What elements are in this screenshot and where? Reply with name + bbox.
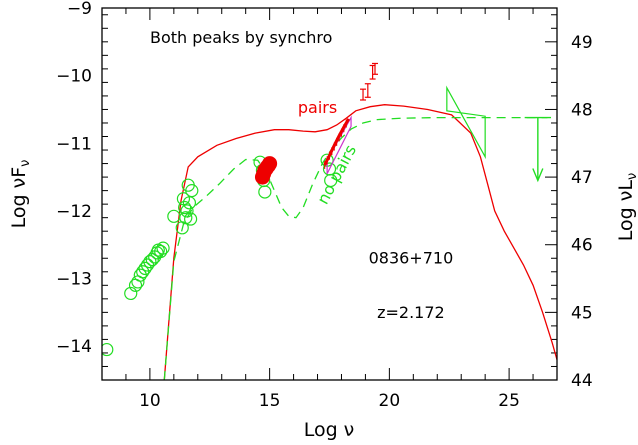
y-tick-label: −10 xyxy=(56,67,92,87)
y2-axis-label-sub: ν xyxy=(625,173,638,180)
radio-point xyxy=(138,261,152,275)
radio-point xyxy=(143,255,157,269)
x-tick-label: 15 xyxy=(259,391,281,411)
radio-point xyxy=(133,268,147,282)
series-label-no-pairs: no pairs xyxy=(313,142,360,208)
y-axis-label: Log νFν xyxy=(8,160,33,229)
radio-point xyxy=(156,241,170,255)
optical-open-point xyxy=(258,185,272,199)
radio-point xyxy=(136,265,150,279)
radio-point xyxy=(185,184,199,198)
data-points xyxy=(102,62,552,357)
series-label-pairs: pairs xyxy=(298,98,337,117)
radio-point xyxy=(154,244,168,259)
model-curves xyxy=(163,104,557,380)
x-axis-label: Log ν xyxy=(304,419,355,441)
redshift-label: z=2.172 xyxy=(377,303,445,322)
radio-point xyxy=(102,342,114,357)
radio-point xyxy=(179,211,193,225)
upper-limit-arrowhead xyxy=(532,168,544,183)
y2-axis-label-main: Log νL xyxy=(615,180,637,242)
y2-tick-label: 47 xyxy=(571,168,593,188)
radio-point xyxy=(180,204,194,218)
y2-tick-label: 48 xyxy=(571,100,593,120)
gamma-bowtie xyxy=(446,85,486,160)
chart-title: Both peaks by synchro xyxy=(150,28,332,47)
y2-axis-label: Log νLν xyxy=(615,173,638,241)
optical-open-point xyxy=(324,173,338,188)
y-axis-label-main: Log νF xyxy=(8,167,30,229)
y-tick-label: −12 xyxy=(56,202,92,222)
y2-tick-label: 44 xyxy=(571,371,593,391)
radio-point xyxy=(178,200,192,215)
xray-bowtie xyxy=(326,115,352,174)
source-name: 0836+710 xyxy=(369,249,454,268)
y-tick-label: −11 xyxy=(56,134,92,154)
radio-point xyxy=(184,212,198,226)
radio-point xyxy=(182,196,197,210)
plot-frame xyxy=(101,7,558,381)
y-tick-label: −9 xyxy=(67,0,92,19)
y2-tick-label: 45 xyxy=(571,303,593,323)
tick-labels: 10 15 20 25 −14 −13 −12 −11 −10 −9 44 45 46 47 48 49 xyxy=(56,0,593,411)
x-tick-label: 20 xyxy=(379,391,401,411)
radio-point xyxy=(124,286,138,301)
y-tick-label: −13 xyxy=(56,270,92,290)
y2-tick-label: 46 xyxy=(571,236,593,256)
y-axis-label-sub: ν xyxy=(18,160,33,167)
pairs-curve xyxy=(163,104,557,380)
radio-point xyxy=(145,253,159,267)
y2-tick-label: 49 xyxy=(571,33,593,53)
x-tick-label: 10 xyxy=(139,391,161,411)
x-tick-label: 25 xyxy=(498,391,520,411)
radio-point xyxy=(167,209,181,223)
no-pairs-curve xyxy=(163,116,548,380)
y-tick-label: −14 xyxy=(56,337,92,357)
optical-filled-point xyxy=(262,156,278,172)
